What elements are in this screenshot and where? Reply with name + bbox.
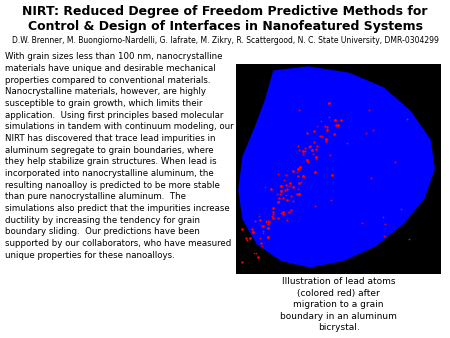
Text: Control & Design of Interfaces in Nanofeatured Systems: Control & Design of Interfaces in Nanofe…	[27, 20, 423, 33]
Text: NIRT: Reduced Degree of Freedom Predictive Methods for: NIRT: Reduced Degree of Freedom Predicti…	[22, 5, 428, 18]
Bar	[236, 64, 441, 274]
Text: Illustration of lead atoms
(colored red) after
migration to a grain
boundary in : Illustration of lead atoms (colored red)…	[280, 277, 397, 332]
Text: D.W. Brenner, M. Buongiorno-Nardelli, G. Iafrate, M. Zikry, R. Scattergood, N. C: D.W. Brenner, M. Buongiorno-Nardelli, G.…	[12, 36, 438, 45]
Text: With grain sizes less than 100 nm, nanocrystalline
materials have unique and des: With grain sizes less than 100 nm, nanoc…	[5, 52, 234, 260]
Polygon shape	[238, 66, 435, 267]
